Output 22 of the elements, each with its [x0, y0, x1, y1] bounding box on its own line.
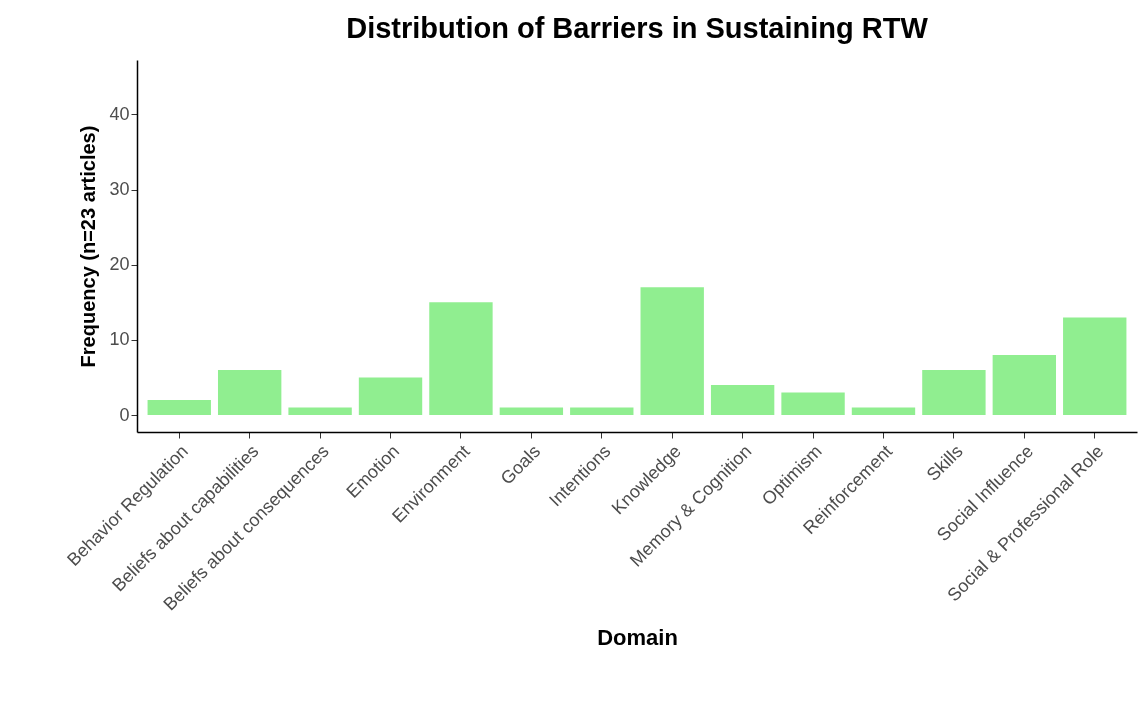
bar: [851, 407, 916, 416]
bar: [640, 287, 704, 416]
y-tick-label: 20: [109, 254, 130, 275]
y-axis-title: Frequency (n=23 articles): [77, 125, 100, 368]
chart-title: Distribution of Barriers in Sustaining RTW: [346, 12, 929, 44]
bar: [570, 407, 634, 416]
y-tick-label: 0: [119, 404, 130, 425]
y-tick-label: 40: [109, 103, 130, 124]
y-tick-label: 30: [109, 179, 130, 200]
bar: [499, 407, 564, 416]
bar: [1063, 317, 1127, 416]
bar: [710, 385, 775, 416]
bar: [429, 302, 493, 416]
bar: [922, 370, 986, 416]
y-tick-label: 10: [109, 329, 130, 350]
bar: [217, 370, 282, 416]
bar: [358, 377, 423, 416]
bar: [781, 392, 845, 416]
bar: [147, 400, 211, 416]
x-axis-title: Domain: [597, 625, 678, 651]
bar: [992, 354, 1057, 416]
bar: [288, 407, 352, 416]
